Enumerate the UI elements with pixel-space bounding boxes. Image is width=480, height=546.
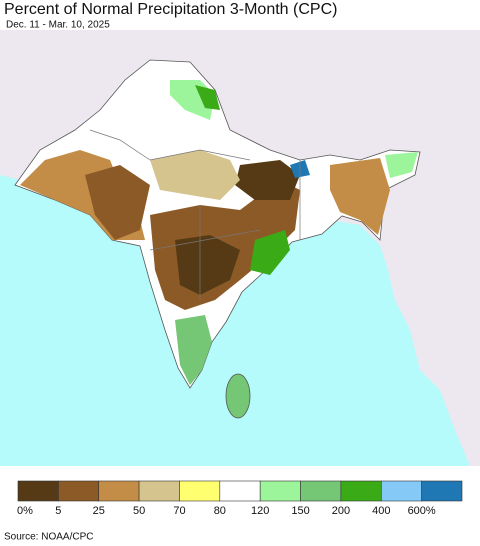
map (0, 30, 480, 466)
legend-label: 150 (291, 505, 309, 517)
legend-swatch (58, 480, 100, 502)
legend-swatch (138, 480, 180, 502)
legend-swatch (300, 480, 342, 502)
legend-label: 600% (408, 505, 436, 517)
legend-label: 25 (93, 505, 105, 517)
legend: 0% 5 25 50 70 80 120 150 200 400 600% (17, 480, 463, 517)
legend-swatch (17, 480, 59, 502)
legend-swatch (380, 480, 422, 502)
region-very-dry (235, 160, 300, 200)
region-dry (85, 165, 150, 240)
region-wet (195, 85, 220, 110)
legend-swatch (98, 480, 140, 502)
legend-label: 50 (133, 505, 145, 517)
region-wet (385, 152, 418, 178)
legend-swatch (421, 480, 463, 502)
legend-label: 5 (55, 505, 61, 517)
sri-lanka (225, 373, 251, 419)
legend-swatch (340, 480, 382, 502)
legend-label: 200 (332, 505, 350, 517)
source: Source: NOAA/CPC (4, 532, 93, 543)
subtitle: Dec. 11 - Mar. 10, 2025 (6, 20, 110, 31)
state-borders (89, 129, 301, 300)
legend-swatch (259, 480, 301, 502)
title: Percent of Normal Precipitation 3-Month … (4, 1, 337, 18)
region-wet (250, 230, 290, 275)
legend-swatch (219, 480, 261, 502)
region-wet (175, 315, 212, 385)
legend-label: 0% (17, 505, 33, 517)
region-moderate (150, 150, 240, 200)
region-dry (330, 158, 390, 235)
legend-label: 70 (173, 505, 185, 517)
legend-label: 80 (214, 505, 226, 517)
region-very-dry (175, 235, 240, 295)
legend-swatch (179, 480, 221, 502)
legend-label: 120 (251, 505, 269, 517)
legend-label: 400 (372, 505, 390, 517)
